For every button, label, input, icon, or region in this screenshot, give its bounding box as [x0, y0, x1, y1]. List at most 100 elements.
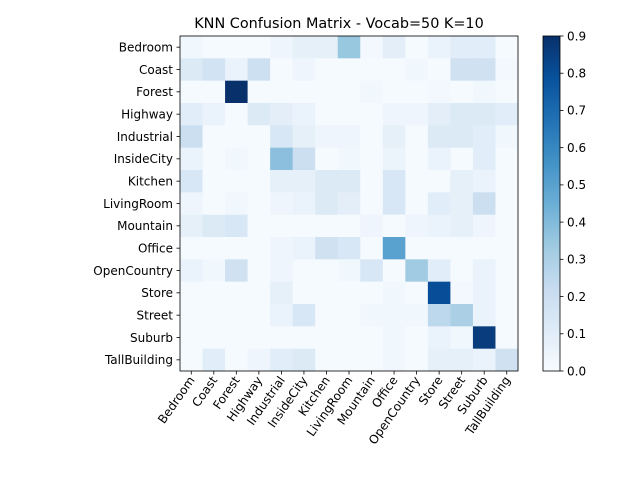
heatmap-cell — [405, 170, 429, 193]
y-tick-label: Street — [137, 308, 174, 322]
heatmap-cell — [382, 326, 406, 350]
heatmap-cell — [337, 192, 361, 216]
heatmap-cell — [427, 281, 451, 305]
heatmap-cell — [180, 192, 204, 216]
heatmap-cell — [225, 326, 249, 350]
heatmap-cell — [450, 103, 474, 126]
heatmap-cell — [382, 147, 406, 171]
heatmap-cell — [382, 58, 406, 82]
heatmap-cell — [292, 170, 316, 193]
heatmap-cell — [225, 147, 249, 171]
heatmap-cell — [292, 58, 316, 82]
heatmap-cell — [450, 348, 474, 372]
heatmap-cell — [180, 237, 204, 260]
heatmap-cell — [315, 259, 339, 283]
heatmap-cell — [180, 36, 204, 59]
heatmap-cell — [202, 80, 226, 104]
heatmap-cell — [202, 304, 226, 327]
heatmap-cell — [405, 103, 429, 126]
heatmap-cell — [495, 147, 519, 171]
heatmap-cell — [360, 103, 384, 126]
heatmap-cell — [472, 147, 496, 171]
heatmap-cell — [427, 326, 451, 350]
heatmap-cell — [382, 80, 406, 104]
heatmap-cell — [337, 125, 361, 149]
heatmap-cell — [225, 170, 249, 193]
heatmap-cell — [315, 237, 339, 260]
heatmap-cell — [247, 259, 271, 283]
heatmap-cell — [225, 103, 249, 126]
heatmap-cell — [225, 348, 249, 372]
heatmap-cell — [202, 58, 226, 82]
heatmap-cell — [472, 281, 496, 305]
heatmap-cell — [270, 36, 294, 59]
heatmap-cell — [225, 80, 249, 104]
colorbar-tick-label: 0.9 — [567, 29, 586, 43]
heatmap-cell — [180, 125, 204, 149]
heatmap-cell — [247, 237, 271, 260]
heatmap-cell — [472, 304, 496, 327]
heatmap-cell — [427, 304, 451, 327]
heatmap-cell — [405, 36, 429, 59]
heatmap-cell — [427, 36, 451, 59]
heatmap-cell — [360, 36, 384, 59]
heatmap-cell — [382, 36, 406, 59]
heatmap-cell — [337, 170, 361, 193]
heatmap-cell — [292, 192, 316, 216]
heatmap-cell — [247, 326, 271, 350]
y-tick-label: Bedroom — [119, 40, 173, 54]
heatmap-cell — [292, 348, 316, 372]
heatmap-cell — [225, 125, 249, 149]
heatmap-cell — [270, 170, 294, 193]
heatmap-cell — [315, 170, 339, 193]
heatmap-cell — [337, 103, 361, 126]
heatmap-cell — [315, 103, 339, 126]
heatmap-cell — [495, 170, 519, 193]
heatmap-cell — [450, 36, 474, 59]
heatmap-cell — [472, 326, 496, 350]
heatmap-cell — [427, 103, 451, 126]
colorbar-tick-label: 0.1 — [567, 327, 586, 341]
y-tick-label: Store — [141, 286, 173, 300]
heatmap-cell — [405, 237, 429, 260]
heatmap-cell — [247, 80, 271, 104]
heatmap-cell — [360, 58, 384, 82]
heatmap-cell — [270, 103, 294, 126]
heatmap-cell — [405, 58, 429, 82]
heatmap-cell — [450, 170, 474, 193]
heatmap-cell — [315, 80, 339, 104]
heatmap-cell — [270, 192, 294, 216]
heatmap-cell — [472, 170, 496, 193]
heatmap-cell — [472, 259, 496, 283]
heatmap-cell — [382, 304, 406, 327]
heatmap-cell — [292, 214, 316, 238]
heatmap-cell — [337, 147, 361, 171]
heatmap-cell — [202, 281, 226, 305]
heatmap-cell — [180, 281, 204, 305]
y-tick-label: Office — [138, 241, 173, 255]
heatmap-cell — [225, 58, 249, 82]
heatmap-cell — [202, 103, 226, 126]
heatmap-cell — [382, 170, 406, 193]
heatmap-cell — [405, 80, 429, 104]
heatmap-cell — [247, 36, 271, 59]
heatmap-cell — [292, 125, 316, 149]
heatmap-cell — [180, 58, 204, 82]
heatmap-cell — [427, 125, 451, 149]
heatmap-cell — [360, 237, 384, 260]
heatmap-cell — [225, 237, 249, 260]
heatmap-cell — [247, 170, 271, 193]
heatmap-cell — [247, 281, 271, 305]
heatmap-cell — [270, 259, 294, 283]
heatmap-cell — [315, 147, 339, 171]
heatmap-cell — [450, 326, 474, 350]
heatmap-cell — [405, 192, 429, 216]
heatmap-cell — [450, 237, 474, 260]
chart-title: KNN Confusion Matrix - Vocab=50 K=10 — [194, 16, 484, 32]
y-tick-label: LivingRoom — [103, 197, 173, 211]
heatmap-cell — [405, 326, 429, 350]
heatmap-cell — [225, 304, 249, 327]
heatmap-cell — [270, 125, 294, 149]
heatmap-cell — [337, 326, 361, 350]
heatmap-cell — [225, 259, 249, 283]
